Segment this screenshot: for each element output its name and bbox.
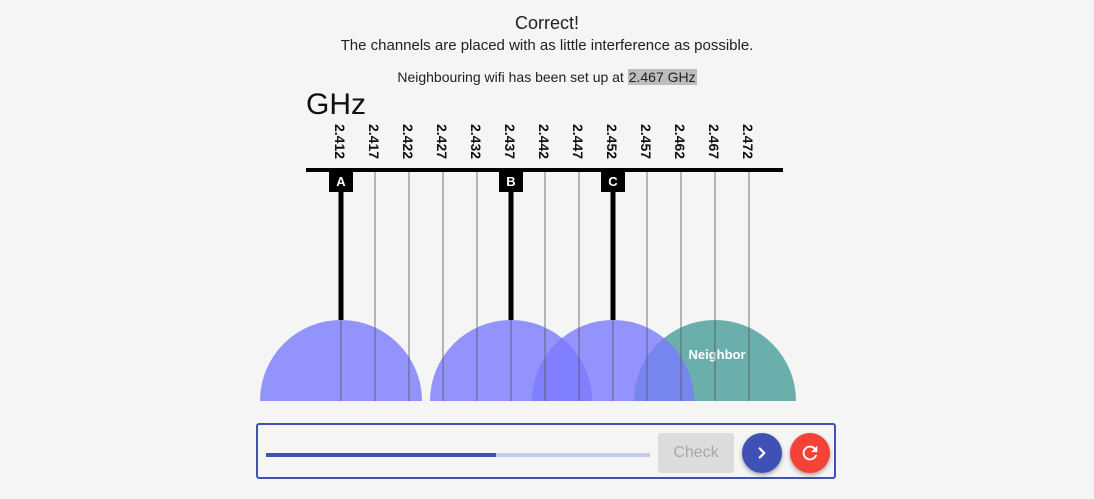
frequency-label: 2.452 bbox=[604, 124, 620, 159]
frequency-label: 2.462 bbox=[672, 124, 688, 159]
neighbour-frequency: 2.467 GHz bbox=[627, 69, 697, 85]
frequency-label: 2.447 bbox=[570, 124, 586, 159]
channel-marker-box[interactable] bbox=[601, 171, 625, 192]
channel-marker-label: B bbox=[506, 174, 515, 189]
progress-bar-fill bbox=[266, 453, 497, 457]
control-bar: Check bbox=[256, 423, 836, 479]
unit-label: GHz bbox=[306, 88, 366, 121]
frequency-label: 2.417 bbox=[366, 124, 382, 159]
check-button[interactable]: Check bbox=[658, 433, 734, 473]
neighbor-label: Neighbor bbox=[688, 347, 745, 362]
feedback-title: Correct! bbox=[514, 13, 579, 33]
frequency-label: 2.472 bbox=[740, 124, 756, 159]
frequency-label: 2.427 bbox=[434, 124, 450, 159]
channel-marker-a[interactable]: A bbox=[329, 171, 353, 192]
feedback-message: The channels are placed with as little i… bbox=[340, 37, 754, 54]
reset-button[interactable] bbox=[790, 433, 830, 473]
frequency-label: 2.467 bbox=[706, 124, 722, 159]
channel-marker-label: C bbox=[608, 174, 618, 189]
frequency-label: 2.457 bbox=[638, 124, 654, 159]
frequency-label: 2.442 bbox=[536, 124, 552, 159]
next-button[interactable] bbox=[742, 433, 782, 473]
channel-marker-b[interactable]: B bbox=[499, 171, 523, 192]
channel-marker-c[interactable]: C bbox=[601, 171, 625, 192]
chevron-right-icon bbox=[758, 447, 766, 459]
channel-marker-box[interactable] bbox=[499, 171, 523, 192]
progress-bar bbox=[266, 453, 650, 457]
channel-marker-box[interactable] bbox=[329, 171, 353, 192]
frequency-label: 2.412 bbox=[332, 124, 348, 159]
frequency-label: 2.432 bbox=[468, 124, 484, 159]
frequency-label: 2.437 bbox=[502, 124, 518, 159]
channel-diagram: Neighbor 2.412 2.417 2.422 2.427 2.432 2.437 2… bbox=[260, 124, 796, 401]
frequency-label: 2.422 bbox=[400, 124, 416, 159]
channel-marker-label: A bbox=[336, 174, 346, 189]
neighbour-info-prefix: Neighbouring wifi has been set up at bbox=[397, 69, 628, 85]
refresh-icon bbox=[802, 445, 818, 461]
neighbour-info: Neighbouring wifi has been set up at 2.4… bbox=[0, 69, 1094, 85]
